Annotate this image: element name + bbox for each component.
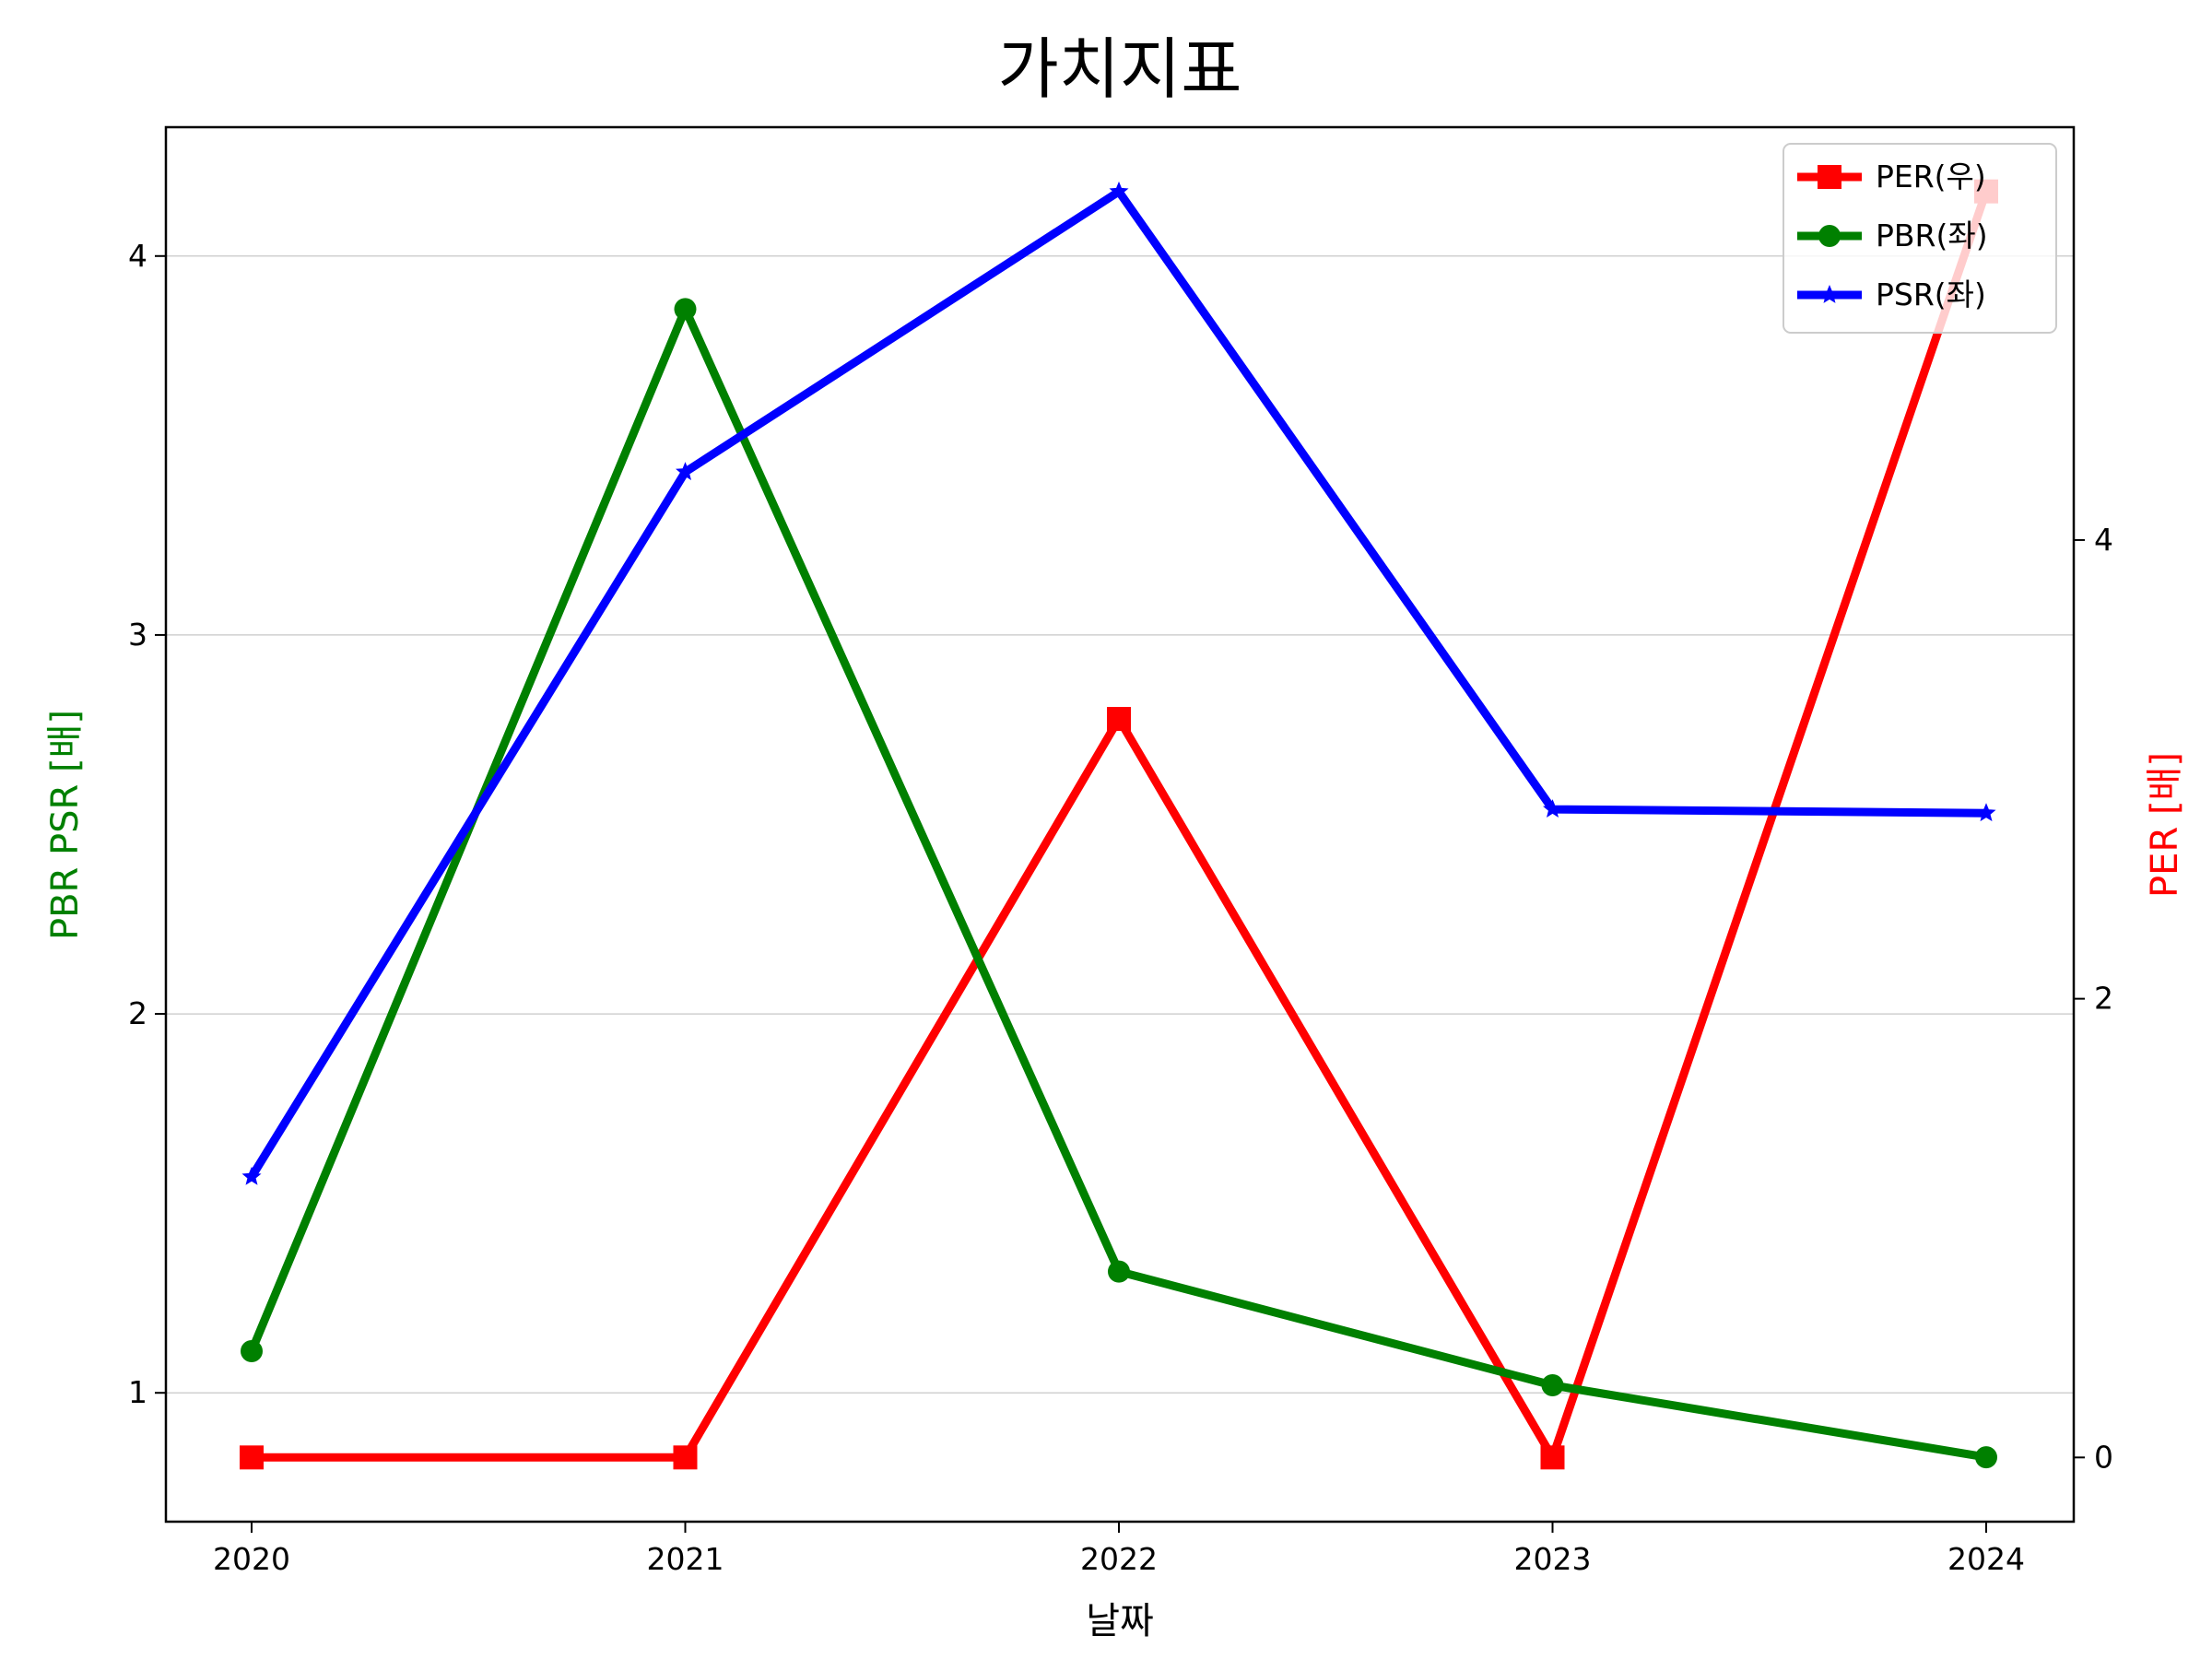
- right-tick-label: 4: [2094, 522, 2113, 558]
- legend-marker: [1818, 225, 1841, 247]
- data-point: [1109, 181, 1129, 200]
- x-tick-label: 2023: [1514, 1541, 1592, 1577]
- x-axis: 2020 2021 2022 2023 2024: [213, 1522, 2025, 1577]
- legend-label: PER(우): [1876, 159, 1986, 194]
- data-point: [1976, 803, 1996, 822]
- legend-label: PBR(좌): [1876, 218, 1988, 253]
- left-axis: 1 2 3 4: [128, 238, 166, 1410]
- data-point: [1543, 799, 1562, 818]
- data-point: [241, 1339, 263, 1362]
- data-point: [1108, 1260, 1130, 1283]
- chart-title: 가치지표: [998, 30, 1242, 108]
- legend-marker: [1818, 165, 1841, 189]
- data-point: [241, 1166, 262, 1185]
- left-tick-label: 2: [128, 995, 147, 1031]
- x-tick-label: 2020: [213, 1541, 290, 1577]
- legend-marker: [1819, 285, 1840, 303]
- data-point: [1107, 707, 1131, 732]
- data-point: [1975, 1446, 1997, 1469]
- left-tick-label: 4: [128, 238, 147, 274]
- legend-label: PSR(좌): [1876, 276, 1986, 312]
- legend: PER(우) PBR(좌) PSR(좌): [1783, 143, 2057, 334]
- data-point: [240, 1445, 264, 1470]
- series-PSR(좌): [241, 181, 1996, 1185]
- data-point: [673, 1445, 698, 1470]
- right-tick-label: 0: [2094, 1439, 2113, 1475]
- x-axis-label: 날짜: [1086, 1600, 1154, 1642]
- left-tick-label: 3: [128, 617, 147, 653]
- x-tick-label: 2022: [1080, 1541, 1158, 1577]
- data-point: [676, 462, 695, 480]
- left-tick-label: 1: [128, 1374, 147, 1410]
- right-tick-label: 2: [2094, 981, 2113, 1017]
- grid-lines: [166, 255, 2074, 1394]
- right-axis-label: PER [배]: [2144, 752, 2186, 898]
- legend-box: [1783, 143, 2057, 334]
- x-tick-label: 2024: [1947, 1541, 2025, 1577]
- right-axis: 0 2 4: [2074, 522, 2113, 1475]
- data-point: [674, 298, 697, 321]
- data-point: [1540, 1445, 1565, 1470]
- series-PBR(좌): [241, 298, 1997, 1469]
- data-point: [1541, 1373, 1564, 1396]
- x-tick-label: 2021: [647, 1541, 724, 1577]
- left-axis-label: PBR PSR [배]: [44, 710, 87, 940]
